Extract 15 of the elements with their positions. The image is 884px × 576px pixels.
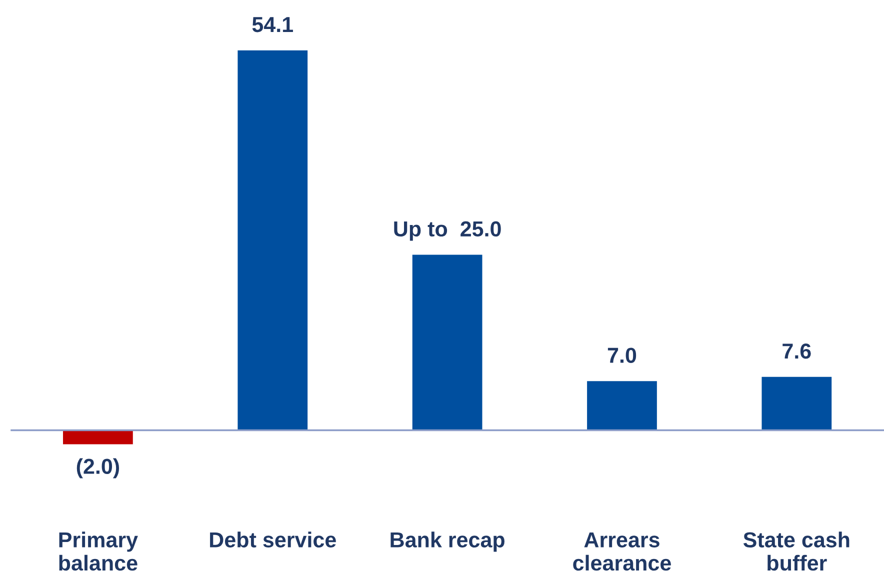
data-label: 54.1 (252, 17, 293, 32)
bar (587, 381, 657, 430)
data-label: Up to 25.0 (394, 221, 501, 241)
x-tick-label: Arrears clearance (573, 532, 671, 571)
bar (412, 254, 482, 430)
bar (238, 50, 308, 430)
bar (762, 376, 832, 430)
x-tick-label: Debt service (210, 532, 336, 548)
data-label: 7.0 (608, 348, 636, 363)
x-tick-label: Primary balance (59, 532, 138, 571)
x-tick-label: Bank recap (390, 532, 504, 552)
data-label: (2.0) (76, 458, 120, 478)
x-tick-label: State cash buffer (743, 532, 850, 571)
data-label: 7.6 (782, 343, 811, 359)
bar (63, 430, 133, 444)
